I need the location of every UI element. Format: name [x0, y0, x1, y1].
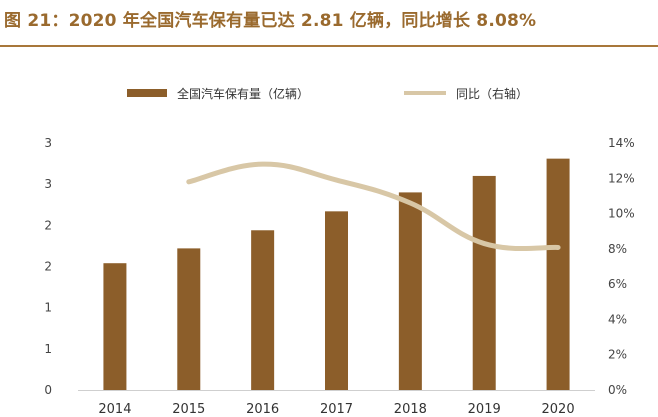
bar	[251, 230, 275, 390]
x-axis-tick-label: 2015	[172, 402, 205, 417]
right-axis-tick-label: 0%	[608, 383, 627, 397]
title-divider	[0, 45, 658, 47]
x-axis-tick-label: 2014	[98, 402, 131, 417]
legend-bar-swatch	[127, 89, 167, 97]
right-axis-tick-label: 10%	[608, 207, 635, 221]
x-axis: 2014 2015 2016 2017 2018 2019 2020	[78, 390, 595, 417]
bar-series	[103, 158, 570, 390]
left-axis-tick-label: 3	[44, 136, 52, 150]
left-axis-tick-label: 3	[44, 177, 52, 191]
bar	[546, 158, 570, 390]
x-axis-tick-label: 2019	[468, 402, 501, 417]
line-series	[186, 161, 561, 252]
chart-title: 图 21：2020 年全国汽车保有量已达 2.81 亿辆，同比增长 8.08%	[4, 11, 537, 31]
left-axis-tick-label: 2	[44, 218, 52, 232]
right-axis: 0% 2% 4% 6% 8% 10% 12% 14%	[608, 136, 635, 397]
bar	[177, 248, 201, 390]
yoy-line	[186, 161, 561, 252]
x-axis-tick-label: 2017	[320, 402, 353, 417]
left-axis-tick-label: 1	[44, 301, 52, 315]
x-axis-tick-label: 2016	[246, 402, 279, 417]
x-axis-tick-label: 2020	[542, 402, 575, 417]
right-axis-tick-label: 14%	[608, 136, 635, 150]
right-axis-tick-label: 6%	[608, 277, 627, 291]
left-axis-tick-label: 0	[44, 383, 52, 397]
bar	[325, 211, 348, 390]
right-axis-tick-label: 4%	[608, 312, 627, 326]
bar	[398, 192, 422, 390]
x-axis-tick-label: 2018	[394, 402, 427, 417]
bar	[472, 175, 496, 390]
legend: 全国汽车保有量（亿辆） 同比（右轴）	[127, 86, 528, 101]
right-axis-tick-label: 2%	[608, 348, 627, 362]
right-axis-tick-label: 8%	[608, 242, 627, 256]
legend-line-label: 同比（右轴）	[456, 86, 528, 101]
bar	[103, 263, 127, 390]
legend-bar-label: 全国汽车保有量（亿辆）	[177, 86, 309, 101]
left-axis: 0 1 1 2 2 3 3	[44, 136, 52, 397]
right-axis-tick-label: 12%	[608, 171, 635, 185]
left-axis-tick-label: 1	[44, 342, 52, 356]
left-axis-tick-label: 2	[44, 260, 52, 274]
